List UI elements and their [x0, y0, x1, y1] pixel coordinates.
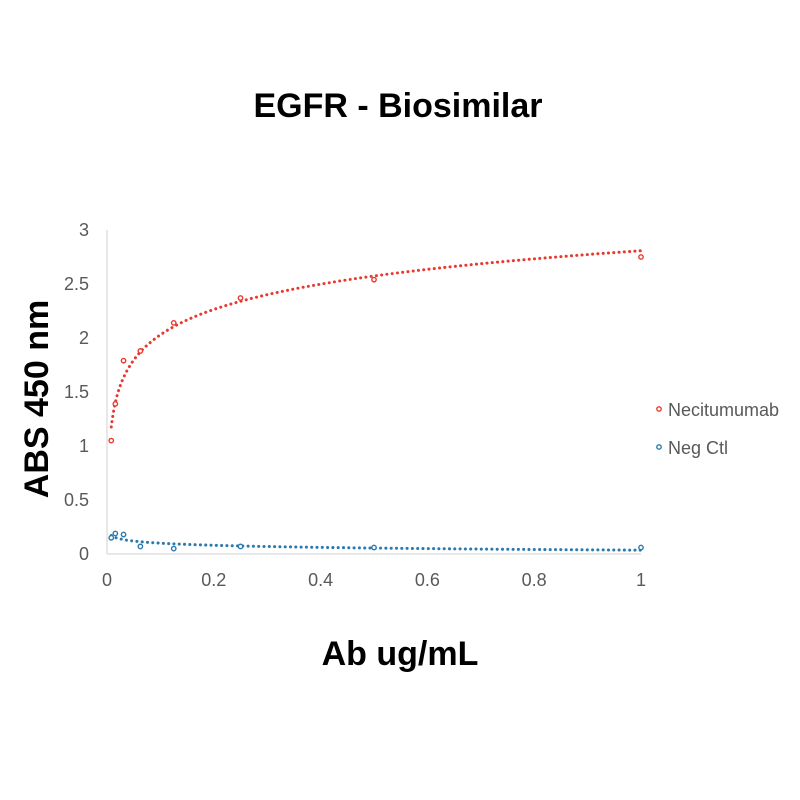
- trendline-neg-ctl: [109, 534, 643, 552]
- data-point-necitumumab: [237, 295, 244, 301]
- legend-marker: [656, 444, 662, 450]
- data-point-necitumumab: [108, 437, 115, 444]
- y-tick-label: 0: [79, 544, 89, 564]
- legend: Necitumumab Neg Ctl: [656, 400, 779, 458]
- data-point-necitumumab: [137, 348, 144, 354]
- trendlines: [109, 249, 643, 552]
- y-tick-label: 0.5: [64, 490, 89, 510]
- y-axis-title: ABS 450 nm: [18, 300, 56, 498]
- y-tick-labels: 0 0.5 1 1.5 2 2.5 3: [64, 220, 89, 564]
- data-point-necitumumab: [371, 276, 377, 283]
- data-point-neg-ctl: [638, 544, 644, 551]
- data-point-neg-ctl: [237, 543, 244, 550]
- y-tick-label: 1.5: [64, 382, 89, 402]
- data-points: [108, 254, 644, 552]
- data-point-necitumumab: [120, 357, 127, 364]
- data-point-neg-ctl: [108, 534, 115, 541]
- legend-marker: [656, 406, 662, 412]
- data-point-neg-ctl: [371, 544, 377, 551]
- x-tick-label: 0: [102, 570, 112, 590]
- y-tick-label: 3: [79, 220, 89, 240]
- x-tick-label: 0.4: [308, 570, 333, 590]
- x-tick-label: 0.6: [415, 570, 440, 590]
- y-tick-label: 1: [79, 436, 89, 456]
- data-point-neg-ctl: [112, 530, 119, 537]
- chart-title: EGFR - Biosimilar: [253, 87, 542, 125]
- data-point-necitumumab: [638, 254, 644, 260]
- legend-label: Neg Ctl: [668, 438, 728, 458]
- data-point-necitumumab: [112, 400, 119, 407]
- data-point-neg-ctl: [170, 545, 177, 552]
- data-point-necitumumab: [170, 319, 177, 326]
- x-tick-label: 0.2: [201, 570, 226, 590]
- data-point-neg-ctl: [137, 543, 144, 550]
- legend-label: Necitumumab: [668, 400, 779, 420]
- x-tick-label: 1: [636, 570, 646, 590]
- y-tick-label: 2: [79, 328, 89, 348]
- trendline-necitumumab: [109, 249, 643, 429]
- x-tick-label: 0.8: [522, 570, 547, 590]
- x-tick-labels: 0 0.2 0.4 0.6 0.8 1: [102, 570, 646, 590]
- x-axis-title: Ab ug/mL: [322, 635, 479, 673]
- plot-area: 0 0.5 1 1.5 2 2.5 3 0 0.2 0.4 0.6 0.8 1: [64, 220, 646, 590]
- y-tick-label: 2.5: [64, 274, 89, 294]
- data-point-neg-ctl: [120, 531, 127, 538]
